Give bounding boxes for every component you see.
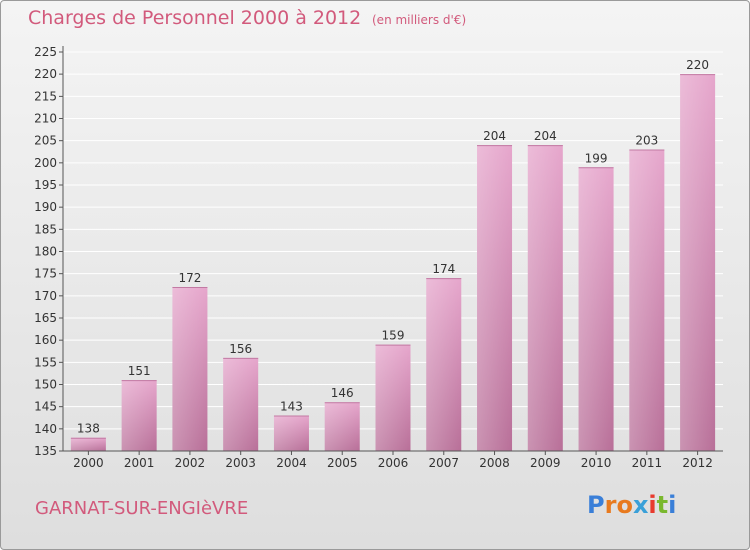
- bar-shine-2006: [375, 344, 411, 451]
- value-label-2004: 143: [280, 400, 303, 414]
- value-label-2002: 172: [178, 271, 201, 285]
- value-label-2009: 204: [534, 129, 557, 143]
- logo-letter: t: [656, 491, 669, 519]
- y-tick-label: 190: [34, 200, 57, 214]
- bar-shine-2007: [426, 278, 462, 451]
- x-tick-label-2006: 2006: [378, 456, 409, 470]
- x-tick-label-2007: 2007: [428, 456, 459, 470]
- y-tick-label: 205: [34, 134, 57, 148]
- bar-shine-2004: [273, 415, 309, 451]
- value-label-2003: 156: [229, 342, 252, 356]
- commune-name: GARNAT-SUR-ENGIèVRE: [35, 498, 249, 519]
- logo-letter: x: [632, 491, 649, 519]
- value-label-2008: 204: [483, 129, 506, 143]
- bar-shine-2011: [629, 149, 665, 452]
- x-tick-label-2002: 2002: [175, 456, 206, 470]
- value-label-2010: 199: [585, 151, 608, 165]
- y-tick-label: 170: [34, 289, 57, 303]
- proxiti-logo: Proxiti: [587, 491, 676, 519]
- bar-shine-2000: [70, 437, 106, 451]
- bar-shine-2008: [477, 145, 513, 451]
- y-tick-label: 160: [34, 333, 57, 347]
- y-tick-label: 210: [34, 112, 57, 126]
- bar-shine-2001: [121, 380, 157, 451]
- bar-shine-2010: [578, 167, 614, 451]
- y-tick-label: 200: [34, 156, 57, 170]
- x-tick-label-2011: 2011: [632, 456, 663, 470]
- x-tick-label-2012: 2012: [682, 456, 713, 470]
- y-tick-label: 165: [34, 311, 57, 325]
- y-tick-label: 215: [34, 89, 57, 103]
- value-label-2001: 151: [128, 364, 151, 378]
- y-tick-label: 140: [34, 422, 57, 436]
- bar-shine-2012: [680, 74, 716, 452]
- x-tick-label-2000: 2000: [73, 456, 104, 470]
- x-tick-label-2008: 2008: [479, 456, 510, 470]
- bar-shine-2002: [172, 286, 208, 451]
- x-tick-label-2003: 2003: [225, 456, 256, 470]
- value-label-2011: 203: [635, 134, 658, 148]
- x-tick-label-2010: 2010: [581, 456, 612, 470]
- y-tick-label: 185: [34, 222, 57, 236]
- logo-letter: o: [616, 491, 633, 519]
- value-label-2005: 146: [331, 386, 354, 400]
- x-tick-label-2004: 2004: [276, 456, 307, 470]
- y-tick-label: 175: [34, 267, 57, 281]
- y-tick-label: 145: [34, 400, 57, 414]
- y-tick-label: 135: [34, 444, 57, 458]
- value-label-2000: 138: [77, 422, 100, 436]
- logo-letter: r: [604, 491, 617, 519]
- value-label-2006: 159: [382, 329, 405, 343]
- y-tick-label: 220: [34, 67, 57, 81]
- y-tick-label: 155: [34, 355, 57, 369]
- value-label-2007: 174: [432, 262, 455, 276]
- bar-shine-2003: [223, 357, 259, 451]
- bar-shine-2009: [527, 145, 563, 451]
- bar-shine-2005: [324, 402, 360, 451]
- y-tick-label: 225: [34, 45, 57, 59]
- x-tick-label-2009: 2009: [530, 456, 561, 470]
- value-label-2012: 220: [686, 58, 709, 72]
- logo-letter: i: [668, 491, 677, 519]
- y-tick-label: 150: [34, 378, 57, 392]
- chart-title: Charges de Personnel 2000 à 2012: [28, 7, 362, 29]
- chart-unit: (en milliers d'€): [372, 13, 467, 27]
- y-tick-label: 195: [34, 178, 57, 192]
- x-tick-label-2001: 2001: [124, 456, 155, 470]
- y-tick-label: 180: [34, 245, 57, 259]
- x-tick-label-2005: 2005: [327, 456, 358, 470]
- logo-letter: P: [587, 491, 605, 519]
- logo-letter: i: [648, 491, 657, 519]
